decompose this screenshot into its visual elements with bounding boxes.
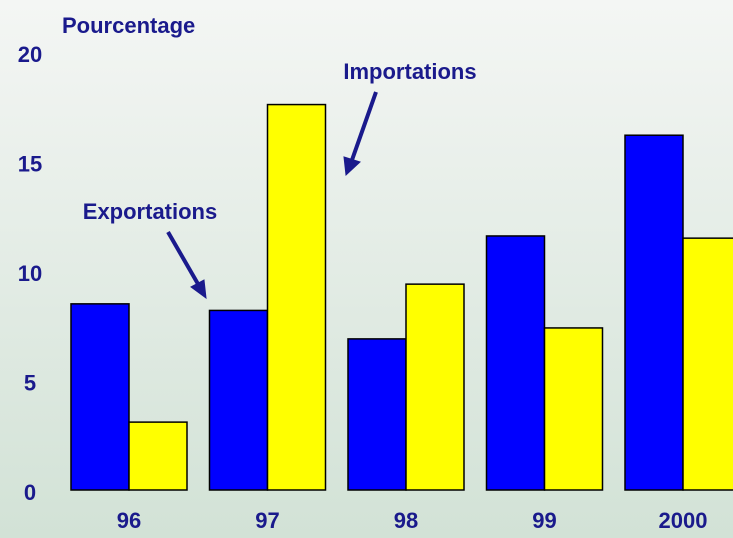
y-tick-label: 10 [18,261,42,286]
x-tick-label: 99 [532,508,556,533]
arrow-head [343,156,361,177]
arrow [350,91,378,161]
bar [347,338,407,491]
arrow [166,231,200,285]
bar [405,283,465,491]
bar [624,134,684,491]
bar [266,103,327,491]
bar [543,327,604,491]
y-tick-label: 5 [24,370,36,395]
x-tick-label: 2000 [659,508,708,533]
x-tick-label: 98 [394,508,418,533]
bar [128,421,188,491]
annotation: Exportations [83,199,217,224]
x-tick-label: 97 [255,508,279,533]
y-tick-label: 20 [18,42,42,67]
arrows [166,91,378,300]
y-axis-label: Pourcentage [62,13,195,38]
bar [485,235,546,491]
x-tick-label: 96 [117,508,141,533]
bar [682,237,733,491]
arrow-head [190,279,207,300]
y-tick-label: 0 [24,480,36,505]
bar [208,309,269,491]
bar [70,303,130,491]
annotation: Importations [343,59,476,84]
y-tick-label: 15 [18,151,42,176]
